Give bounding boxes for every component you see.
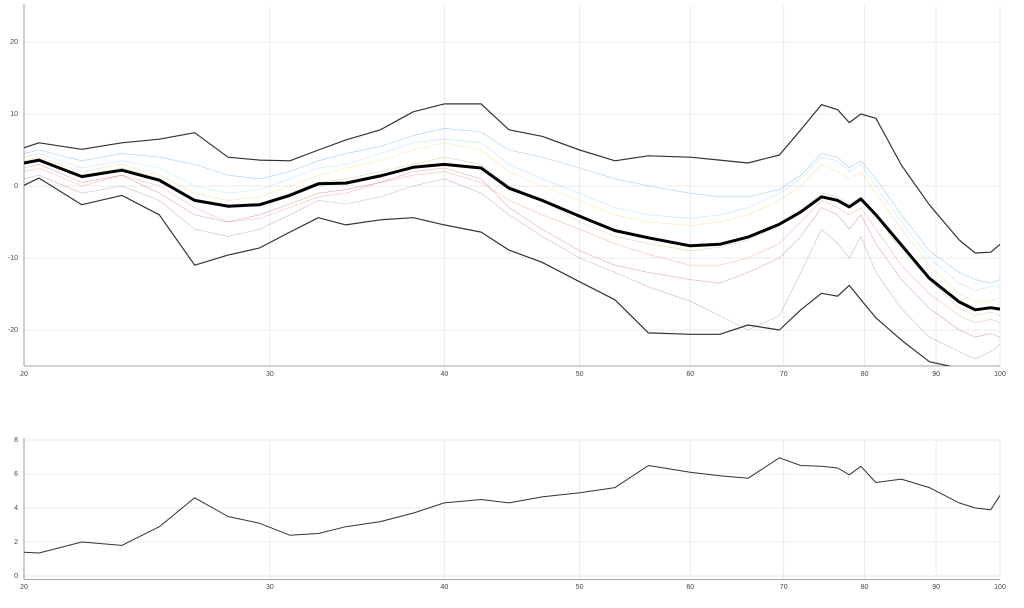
series-line xyxy=(24,128,1000,284)
y-tick-label: 6 xyxy=(14,471,18,478)
series-line xyxy=(24,177,952,366)
series-line xyxy=(24,164,1000,338)
y-tick-label: -20 xyxy=(8,327,18,334)
y-tick-label: 0 xyxy=(14,183,18,190)
series-line xyxy=(24,142,1000,302)
series-line xyxy=(24,167,1000,324)
x-tick-label: 50 xyxy=(576,584,584,591)
x-tick-label: 40 xyxy=(440,371,448,378)
x-tick-label: 40 xyxy=(440,584,448,591)
x-tick-label: 60 xyxy=(686,584,694,591)
plot-area xyxy=(24,103,1000,366)
y-tick-label: 20 xyxy=(10,39,18,46)
x-tick-label: 60 xyxy=(686,371,694,378)
x-tick-label: 20 xyxy=(20,584,28,591)
x-tick-label: 30 xyxy=(266,371,274,378)
y-tick-label: 0 xyxy=(14,573,18,580)
series-line xyxy=(24,174,1000,360)
y-tick-label: 2 xyxy=(14,539,18,546)
x-tick-label: 80 xyxy=(861,371,869,378)
x-tick-label: 90 xyxy=(932,584,940,591)
y-tick-label: -10 xyxy=(8,255,18,262)
x-tick-label: 20 xyxy=(20,371,28,378)
x-tick-label: 80 xyxy=(861,584,869,591)
x-tick-label: 100 xyxy=(994,371,1006,378)
series-line xyxy=(24,158,1000,312)
series-line xyxy=(24,103,1000,254)
y-tick-label: 4 xyxy=(14,505,18,512)
x-tick-label: 90 xyxy=(932,371,940,378)
x-tick-label: 50 xyxy=(576,371,584,378)
x-tick-label: 70 xyxy=(780,584,788,591)
x-tick-label: 100 xyxy=(994,584,1006,591)
x-tick-label: 30 xyxy=(266,584,274,591)
y-tick-label: 8 xyxy=(14,437,18,444)
series-line xyxy=(24,457,1000,554)
x-tick-label: 70 xyxy=(780,371,788,378)
plot-area xyxy=(24,457,1000,554)
y-tick-label: 10 xyxy=(10,111,18,118)
series-line xyxy=(24,138,1000,291)
